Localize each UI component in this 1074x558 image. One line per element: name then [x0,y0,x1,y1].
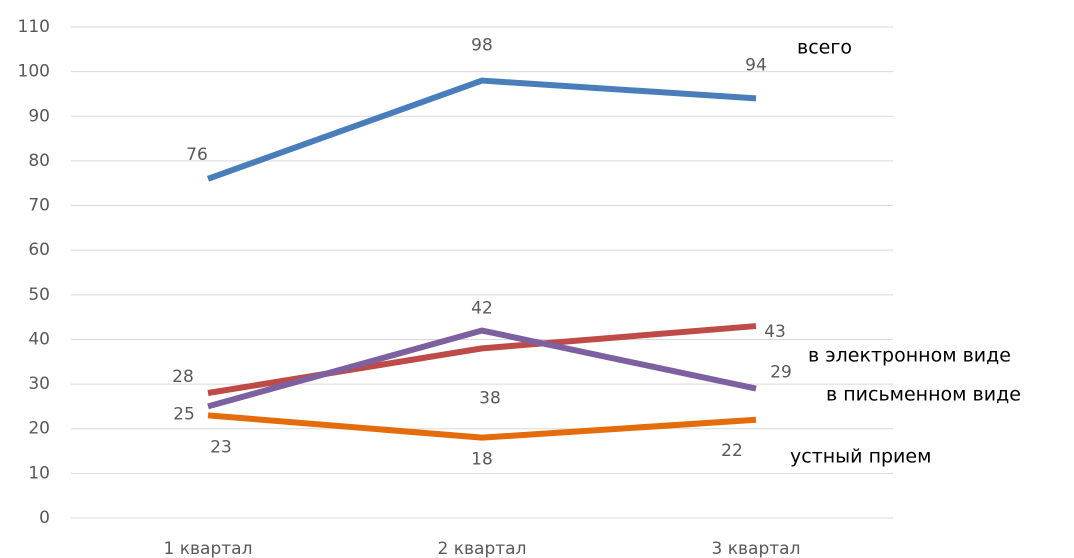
y-tick-label: 20 [28,419,50,439]
series-name: устный прием [790,446,931,468]
x-tick-label: 1 квартал [164,539,253,558]
y-tick-label: 110 [18,17,50,37]
data-label: 43 [764,322,786,342]
data-label: 18 [471,450,493,470]
y-tick-label: 60 [28,240,50,260]
data-label: 98 [471,36,493,56]
series-name: всего [797,37,852,59]
y-tick-label: 30 [28,374,50,394]
y-tick-label: 100 [18,62,50,82]
data-label: 76 [186,145,208,165]
y-tick-label: 0 [39,508,50,528]
data-label: 28 [172,367,194,387]
series-name: в письменном виде [826,384,1021,406]
y-tick-label: 90 [28,106,50,126]
x-tick-label: 3 квартал [712,539,801,558]
data-label: 23 [210,437,232,457]
x-tick-label: 2 квартал [438,539,527,558]
series-name: в электронном виде [808,345,1011,367]
data-label: 38 [479,388,501,408]
y-tick-label: 70 [28,196,50,216]
y-tick-label: 40 [28,329,50,349]
data-label: 29 [770,363,792,383]
data-label: 42 [471,299,493,319]
series-line [207,327,757,410]
series-line [207,412,757,441]
series-line [206,77,757,182]
y-tick-label: 80 [28,151,50,171]
y-tick-label: 50 [28,285,50,305]
data-label: 94 [745,55,767,75]
data-label: 25 [173,404,195,424]
data-label: 22 [721,441,743,461]
y-tick-label: 10 [28,463,50,483]
